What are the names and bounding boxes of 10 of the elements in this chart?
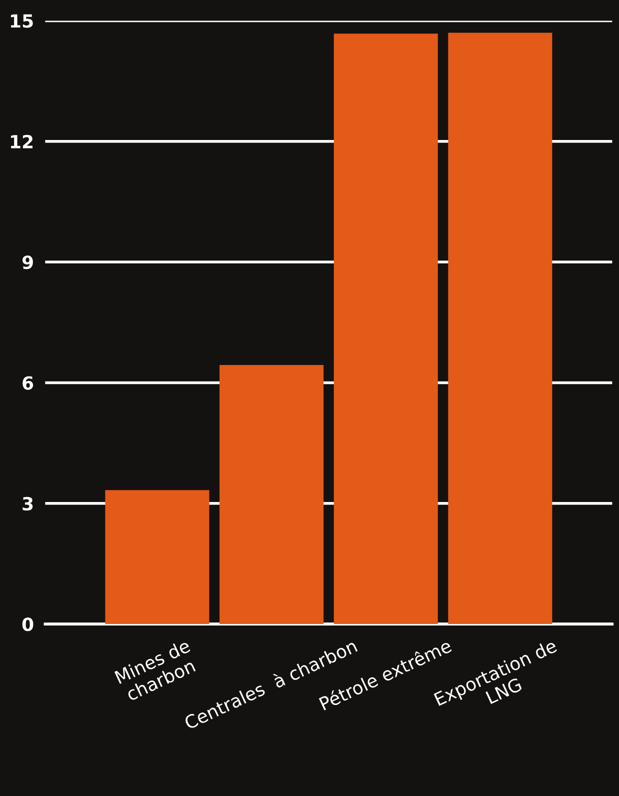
y-tick-label: 9 bbox=[22, 256, 33, 270]
bar bbox=[220, 365, 324, 624]
y-tick-label: 15 bbox=[10, 14, 33, 28]
y-tick-label: 12 bbox=[10, 134, 33, 148]
bar bbox=[334, 34, 438, 624]
y-tick-label: 0 bbox=[22, 618, 34, 632]
bar bbox=[105, 490, 210, 624]
y-tick-label: 6 bbox=[22, 376, 34, 390]
bar bbox=[448, 32, 552, 624]
y-tick-label: 3 bbox=[22, 496, 33, 511]
